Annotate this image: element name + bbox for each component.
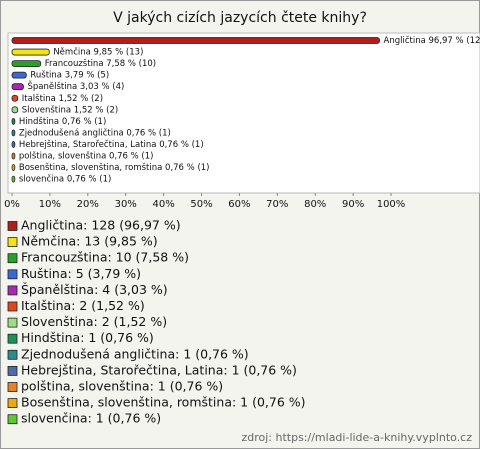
legend-label: Hindština: 1 (0,76 %) <box>21 330 154 345</box>
bar <box>11 83 24 91</box>
x-tick-label: 0% <box>4 199 20 210</box>
legend-label: Slovenština: 2 (1,52 %) <box>21 314 167 329</box>
bar-label: Bosenština, slovenština, romština 0,76 %… <box>19 162 210 173</box>
bar-label: Němčina 9,85 % (13) <box>53 47 143 58</box>
x-tick-label: 60% <box>228 199 250 210</box>
bar-label: polština, slovenština 0,76 % (1) <box>19 151 154 162</box>
bar-label: slovenčina 0,76 % (1) <box>19 174 111 185</box>
legend-label: Angličtina: 128 (96,97 %) <box>21 218 181 233</box>
legend-swatch <box>7 365 18 376</box>
legend-swatch <box>7 301 18 312</box>
bar-label: Hebrejština, Starořečtina, Latina 0,76 %… <box>19 139 204 150</box>
legend-label: slovenčina: 1 (0,76 %) <box>21 411 161 426</box>
source: zdroj: https://mladi-lide-a-knihy.vyplnt… <box>241 431 472 444</box>
legend-label: Němčina: 13 (9,85 %) <box>21 234 158 249</box>
bar <box>11 94 19 102</box>
bar <box>11 175 16 183</box>
x-tick-label: 70% <box>266 199 288 210</box>
bar-label: Ruština 3,79 % (5) <box>30 70 109 81</box>
bar-label: Italština 1,52 % (2) <box>22 93 103 104</box>
legend-label: Hebrejština, Starořečtina, Latina: 1 (0,… <box>21 362 297 377</box>
x-tick-label: 10% <box>39 199 61 210</box>
bar <box>11 106 19 114</box>
bar <box>11 164 16 171</box>
x-tick-label: 30% <box>115 199 137 210</box>
plot-area <box>7 32 480 194</box>
legend-label: Ruština: 5 (3,79 %) <box>21 266 141 281</box>
bar <box>11 152 16 160</box>
bar <box>11 141 16 148</box>
bar-label: Francouzština 7,58 % (10) <box>45 58 156 69</box>
chart-title: V jakých cizích jazycích čtete knihy? <box>113 10 367 26</box>
legend-swatch <box>7 221 18 231</box>
x-tick-label: 50% <box>190 199 212 210</box>
legend-label: Zjednodušená angličtina: 1 (0,76 %) <box>21 346 249 361</box>
x-tick-label: 100% <box>377 199 406 210</box>
legend-swatch <box>7 398 18 409</box>
x-tick-label: 20% <box>77 199 99 210</box>
legend-swatch <box>7 253 18 264</box>
bar <box>11 48 50 56</box>
legend-swatch <box>7 414 18 425</box>
legend-swatch <box>7 237 18 248</box>
bar <box>11 129 16 137</box>
legend-label: Francouzština: 10 (7,58 %) <box>21 250 189 265</box>
bar-label: Zjednodušená angličtina 0,76 % (1) <box>19 127 171 138</box>
legend-swatch <box>7 382 18 392</box>
bar <box>11 60 42 67</box>
bar <box>11 71 27 79</box>
bar-label: Angličtina 96,97 % (128) <box>384 35 480 46</box>
x-tick-label: 40% <box>152 199 174 210</box>
legend-label: Bosenština, slovenština, romština: 1 (0,… <box>21 395 306 410</box>
legend-swatch <box>7 349 18 360</box>
legend-label: Španělština: 4 (3,03 %) <box>21 282 168 297</box>
x-tick-label: 80% <box>304 199 326 210</box>
legend-label: polština, slovenština: 1 (0,76 %) <box>21 379 223 394</box>
legend-swatch <box>7 269 18 280</box>
legend-label: Italština: 2 (1,52 %) <box>21 298 145 313</box>
bar-label: Španělština 3,03 % (4) <box>27 80 124 92</box>
legend-swatch <box>7 333 18 344</box>
bar-label: Slovenština 1,52 % (2) <box>22 104 118 115</box>
legend-swatch <box>7 285 18 296</box>
bar-label: Hindština 0,76 % (1) <box>19 116 106 127</box>
x-tick-label: 90% <box>342 199 364 210</box>
legend-swatch <box>7 317 18 328</box>
bar <box>11 37 380 44</box>
bar <box>11 117 16 125</box>
